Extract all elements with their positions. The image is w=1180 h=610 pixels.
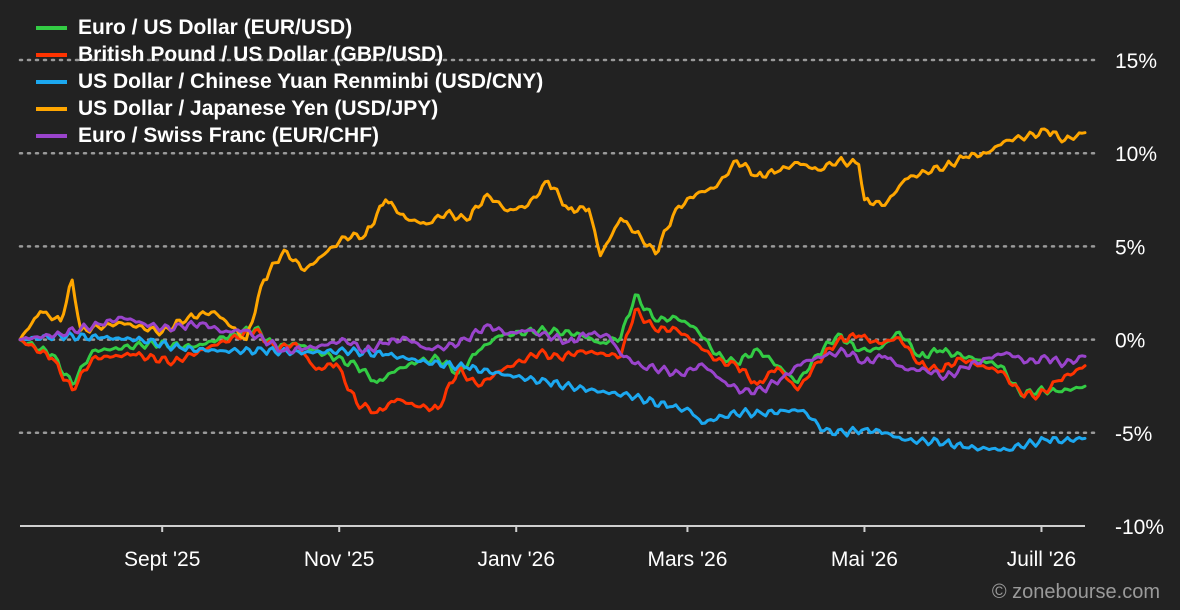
y-tick-labels: 15% 10% 5% 0% -5% -10% — [1115, 50, 1164, 539]
legend-swatch — [36, 106, 67, 111]
y-tick-label: 10% — [1115, 143, 1157, 166]
legend-swatch — [36, 52, 67, 57]
legend-label: US Dollar / Chinese Yuan Renminbi (USD/C… — [78, 69, 544, 93]
legend-label: Euro / US Dollar (EUR/USD) — [78, 15, 353, 39]
y-tick-label: 5% — [1115, 236, 1145, 259]
x-tick-label: Janv '26 — [477, 548, 555, 571]
legend-item: Euro / Swiss Franc (EUR/CHF) — [36, 122, 543, 149]
x-tick-label: Mars '26 — [648, 548, 728, 571]
y-tick-label: 15% — [1115, 50, 1157, 73]
x-tick-label: Mai '26 — [831, 548, 898, 571]
legend-label: British Pound / US Dollar (GBP/USD) — [78, 42, 444, 66]
legend-swatch — [36, 25, 67, 30]
y-tick-label: 0% — [1115, 330, 1145, 353]
x-tick-label: Nov '25 — [304, 548, 375, 571]
legend-item: Euro / US Dollar (EUR/USD) — [36, 14, 543, 41]
legend: Euro / US Dollar (EUR/USD) British Pound … — [36, 14, 543, 149]
series-line-3 — [18, 127, 1087, 342]
axes — [20, 525, 1085, 532]
legend-item: British Pound / US Dollar (GBP/USD) — [36, 41, 543, 68]
series-lines — [18, 127, 1087, 452]
legend-item: US Dollar / Japanese Yen (USD/JPY) — [36, 95, 543, 122]
legend-swatch — [36, 79, 67, 84]
x-tick-label: Sept '25 — [124, 548, 200, 571]
series-line-2 — [18, 330, 1087, 452]
y-tick-label: -10% — [1115, 516, 1164, 539]
watermark: © zonebourse.com — [991, 581, 1160, 603]
legend-label: Euro / Swiss Franc (EUR/CHF) — [78, 123, 380, 147]
series-line-0 — [18, 293, 1087, 399]
series-line-4 — [18, 315, 1087, 396]
x-tick-label: Juill '26 — [1007, 548, 1076, 571]
y-tick-label: -5% — [1115, 423, 1152, 446]
gridlines — [18, 58, 1097, 435]
legend-item: US Dollar / Chinese Yuan Renminbi (USD/C… — [36, 68, 543, 95]
x-tick-labels: Sept '25 Nov '25 Janv '26 Mars '26 Mai '26 Ju… — [124, 548, 1076, 571]
legend-label: US Dollar / Japanese Yen (USD/JPY) — [78, 96, 439, 120]
legend-swatch — [36, 133, 67, 138]
